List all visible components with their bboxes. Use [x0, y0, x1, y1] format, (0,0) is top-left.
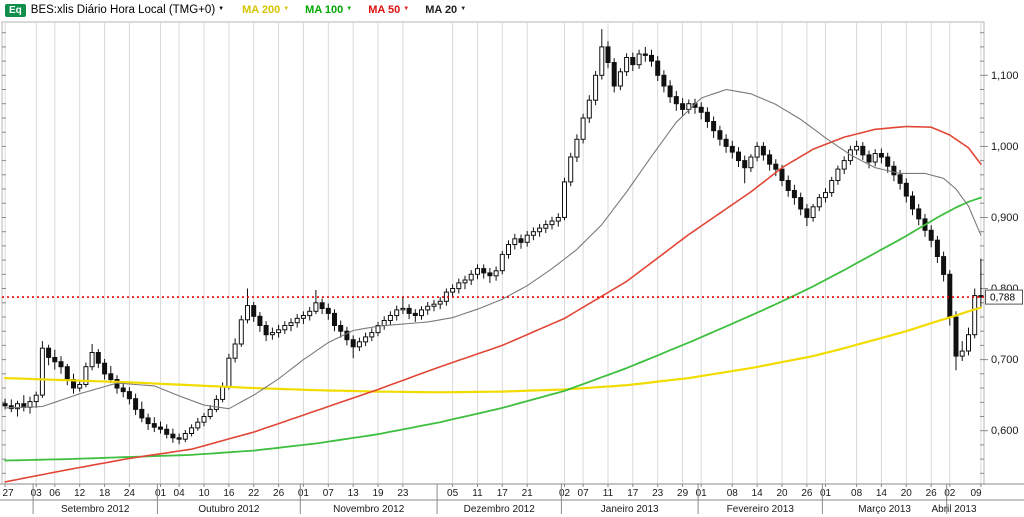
svg-text:16: 16: [223, 488, 235, 499]
chevron-down-icon: ▼: [460, 6, 467, 12]
svg-text:Fevereiro 2013: Fevereiro 2013: [727, 504, 795, 515]
ma-200-label: MA 200: [242, 4, 281, 16]
svg-text:19: 19: [372, 488, 384, 499]
ma-100-label: MA 100: [305, 4, 344, 16]
svg-text:02: 02: [944, 488, 956, 499]
svg-text:01: 01: [820, 488, 832, 499]
svg-text:24: 24: [124, 488, 136, 499]
svg-text:01: 01: [155, 488, 167, 499]
svg-text:Março 2013: Março 2013: [858, 504, 911, 515]
chevron-down-icon: ▼: [218, 6, 225, 12]
svg-text:26: 26: [926, 488, 938, 499]
svg-text:0,600: 0,600: [991, 425, 1019, 437]
svg-text:08: 08: [851, 488, 863, 499]
svg-text:02: 02: [559, 488, 571, 499]
chevron-down-icon: ▼: [346, 6, 353, 12]
chevron-down-icon: ▼: [283, 6, 290, 12]
svg-text:1,100: 1,100: [991, 70, 1019, 82]
svg-text:21: 21: [522, 488, 534, 499]
svg-text:10: 10: [198, 488, 210, 499]
svg-text:Janeiro 2013: Janeiro 2013: [601, 504, 659, 515]
svg-text:05: 05: [447, 488, 459, 499]
svg-text:20: 20: [901, 488, 913, 499]
svg-text:Setembro 2012: Setembro 2012: [61, 504, 130, 515]
svg-text:26: 26: [801, 488, 813, 499]
chevron-down-icon: ▼: [403, 6, 410, 12]
svg-text:20: 20: [776, 488, 788, 499]
ma-50-label: MA 50: [368, 4, 401, 16]
svg-text:23: 23: [397, 488, 409, 499]
svg-text:08: 08: [727, 488, 739, 499]
svg-text:14: 14: [752, 488, 764, 499]
svg-text:Novembro 2012: Novembro 2012: [333, 504, 405, 515]
svg-text:Abril 2013: Abril 2013: [931, 504, 976, 515]
svg-text:04: 04: [174, 488, 186, 499]
svg-text:26: 26: [273, 488, 285, 499]
svg-text:14: 14: [876, 488, 888, 499]
equity-type-badge: Eq: [5, 3, 26, 17]
svg-text:0,700: 0,700: [991, 354, 1019, 366]
svg-text:27: 27: [2, 488, 14, 499]
svg-text:Outubro 2012: Outubro 2012: [198, 504, 260, 515]
svg-text:17: 17: [627, 488, 639, 499]
ma-legend: MA 200 ▼ MA 100 ▼ MA 50 ▼ MA 20 ▼: [242, 4, 466, 16]
ma-50-button[interactable]: MA 50 ▼: [368, 4, 409, 16]
ma-100-button[interactable]: MA 100 ▼: [305, 4, 352, 16]
price-chart[interactable]: 1,100 1,000 0,900 0,800 0,700 0,600 0,788 27 03 0…: [0, 20, 1024, 517]
instrument-title-button[interactable]: BES:xlis Diário Hora Local (TMG+0) ▼: [31, 4, 224, 16]
svg-text:07: 07: [578, 488, 590, 499]
svg-text:13: 13: [348, 488, 360, 499]
last-price-label: 0,788: [990, 293, 1015, 304]
last-price-badge: [985, 289, 1023, 305]
ma-200-button[interactable]: MA 200 ▼: [242, 4, 289, 16]
svg-text:29: 29: [677, 488, 689, 499]
instrument-title: BES:xlis Diário Hora Local (TMG+0): [30, 4, 216, 16]
svg-text:Dezembro 2012: Dezembro 2012: [464, 504, 536, 515]
svg-text:0,900: 0,900: [991, 212, 1019, 224]
ma-20-button[interactable]: MA 20 ▼: [425, 4, 466, 16]
svg-text:03: 03: [31, 488, 43, 499]
svg-text:09: 09: [970, 488, 982, 499]
ma-20-label: MA 20: [425, 4, 458, 16]
svg-text:01: 01: [298, 488, 310, 499]
chart-toolbar: Eq BES:xlis Diário Hora Local (TMG+0) ▼ …: [0, 0, 1024, 20]
svg-text:07: 07: [323, 488, 335, 499]
svg-text:1,000: 1,000: [991, 141, 1019, 153]
svg-text:06: 06: [49, 488, 61, 499]
svg-text:17: 17: [497, 488, 509, 499]
svg-text:23: 23: [652, 488, 664, 499]
svg-text:11: 11: [472, 488, 483, 499]
svg-text:11: 11: [603, 488, 614, 499]
svg-text:01: 01: [696, 488, 708, 499]
svg-text:12: 12: [74, 488, 86, 499]
svg-text:22: 22: [248, 488, 260, 499]
svg-text:18: 18: [99, 488, 111, 499]
